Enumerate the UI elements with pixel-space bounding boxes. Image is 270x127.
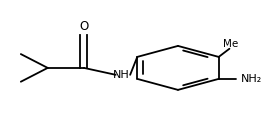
Text: O: O <box>79 20 89 33</box>
Text: Me: Me <box>223 39 238 49</box>
Text: NH: NH <box>113 70 130 80</box>
Text: NH₂: NH₂ <box>241 74 262 84</box>
